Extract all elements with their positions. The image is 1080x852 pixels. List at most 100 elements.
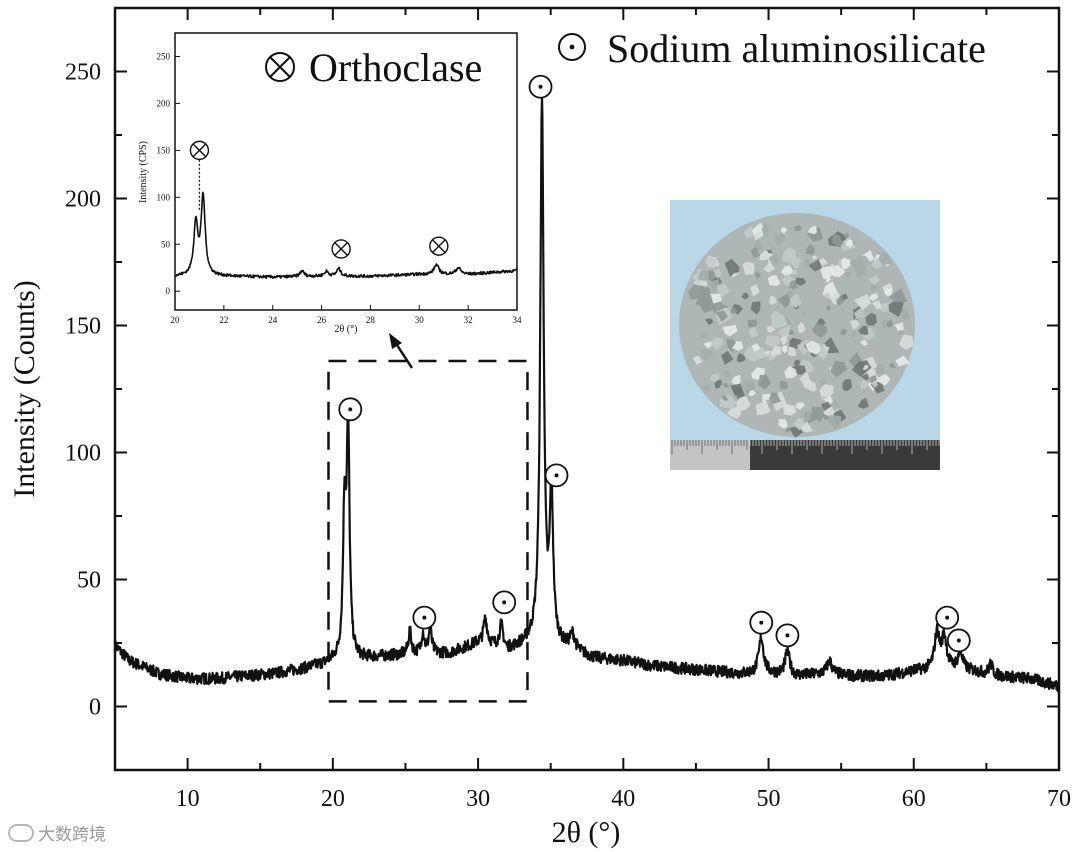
ruler-light-end [670,440,750,470]
inset-tick-labels: 20 22 24 26 28 30 32 34 0 50 100 150 200 250 [157,51,523,325]
rock-fragment [774,232,786,246]
rock-fragment [750,283,760,297]
circle-dot-center [569,44,575,50]
inset-pattern-line [174,191,517,279]
rock-fragment [789,280,798,290]
rock-fragment [721,370,732,378]
watermark-text: 大数跨境 [38,825,106,845]
rock-fragment [871,300,882,310]
y-tick-label: 100 [65,441,101,467]
rock-fragment [714,379,722,389]
rock-fragment [850,330,858,338]
rock-fragment [818,378,827,386]
inset-pointer-arrow [389,333,414,369]
xrd-pattern-line [113,96,1060,693]
peak-markers [338,74,971,653]
circle-cross-marker [429,236,449,256]
x-tick-label: 40 [611,786,635,812]
rock-fragment [793,224,802,232]
rock-fragment [819,265,835,280]
rock-fragment [721,351,734,365]
rock-fragment [888,301,904,317]
rock-fragment [806,226,824,242]
rock-fragment [788,346,797,357]
rock-fragment [868,293,878,302]
rock-fragment [879,302,892,313]
rock-fragment [860,380,869,389]
rock-fragment [703,341,712,349]
rock-fragment [704,318,714,326]
rock-fragment [759,250,770,261]
rock-fragment [704,257,717,268]
rock-fragment [845,239,853,248]
rock-fragment [714,268,723,279]
rock-fragment [722,382,730,388]
rock-fragment [778,419,788,429]
rock-fragment [849,319,860,330]
rock-fragment [785,427,791,433]
inset-x-tick-label: 30 [415,315,425,325]
inset-y-tick-label: 50 [161,239,171,249]
inset-y-tick-label: 200 [157,98,171,108]
x-tick-label: 20 [321,786,345,812]
rock-fragment [881,319,892,330]
rock-fragment [829,264,836,269]
rock-fragment [858,325,869,336]
rock-fragment [748,389,756,397]
rock-fragment [874,257,880,265]
rock-fragment [812,255,818,261]
rock-fragment [830,400,840,412]
rock-fragment [811,406,825,423]
rock-fragment [777,324,794,340]
inset-chart: 20 22 24 26 28 30 32 34 0 50 100 150 200 250 2θ (°) I… [138,32,523,335]
rock-fragment [842,379,852,392]
rock-fragment [707,278,719,294]
rock-fragment [751,343,761,353]
rock-fragment [699,349,713,361]
rock-fragment [802,310,807,316]
rock-fragment [841,257,851,270]
rock-fragment [836,296,845,306]
rock-fragment [830,264,846,277]
inset-region-box [327,359,529,703]
rock-fragment [733,386,746,401]
rock-fragment [808,259,822,272]
rock-fragment [823,292,831,300]
rock-fragment [889,363,896,369]
rock-fragment [811,343,820,349]
rock-fragment [710,337,724,351]
rock-fragment [828,414,841,430]
rock-fragment [839,328,848,336]
rock-fragment [736,396,751,411]
rock-fragment [830,360,847,378]
rock-fragment [711,301,725,315]
rock-fragment [857,397,869,409]
rock-fragment [755,401,771,416]
inset-peak-markers [189,140,449,259]
rock-fragment [856,255,872,268]
rock-fragment [742,261,755,275]
rock-fragment [895,355,910,367]
circle-dot-marker [492,590,517,615]
inset-x-tick-label: 24 [268,315,278,325]
rock-fragment [750,301,761,315]
rock-fragment [825,304,832,311]
x-tick-label: 10 [176,786,200,812]
rock-fragment [825,275,832,283]
x-tick-label: 70 [1047,786,1071,812]
inset-x-tick-label: 26 [317,315,327,325]
rock-fragment [748,327,759,338]
rock-fragment [765,335,780,348]
inset-frame [174,32,518,311]
rock-fragment [721,394,729,401]
inset-x-tick-label: 28 [366,315,376,325]
y-tick-label: 150 [65,314,101,340]
circle-dot-marker [528,74,553,99]
legend-label-orthoclase: Orthoclase [309,45,482,90]
circle-dot-marker [544,463,569,488]
circle-dot-marker [338,397,363,422]
rock-fragment [750,246,761,258]
inset-x-tick-label: 32 [464,315,473,325]
y-axis-label: Intensity (Counts) [8,280,41,498]
